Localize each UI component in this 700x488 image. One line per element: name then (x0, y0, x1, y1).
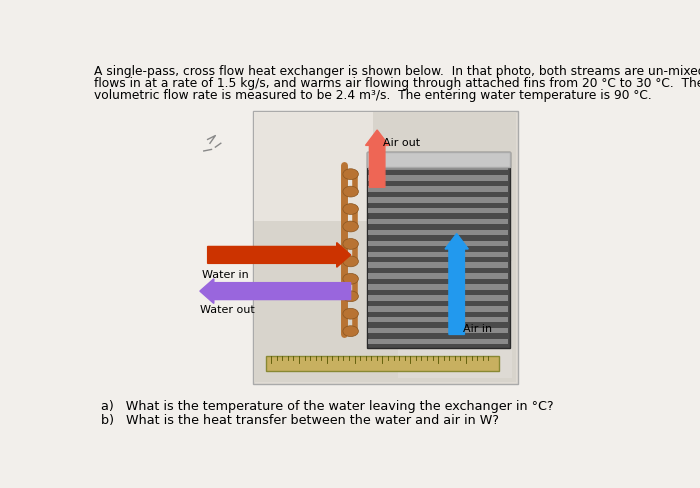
Bar (368, 219, 508, 224)
Bar (368, 328, 508, 333)
Bar (254, 112, 516, 382)
Ellipse shape (343, 203, 358, 214)
Bar (368, 339, 508, 344)
Bar (398, 261, 512, 378)
Bar (368, 317, 508, 323)
Text: a)   What is the temperature of the water leaving the exchanger in °C?: a) What is the temperature of the water … (102, 400, 554, 413)
Ellipse shape (343, 169, 358, 180)
Ellipse shape (343, 273, 358, 284)
Bar (368, 153, 508, 159)
Bar (368, 285, 508, 290)
FancyArrow shape (445, 234, 468, 334)
FancyArrow shape (208, 243, 351, 267)
Bar (368, 208, 508, 213)
Ellipse shape (343, 256, 358, 267)
Bar (368, 241, 508, 246)
Bar (368, 273, 508, 279)
Bar (266, 356, 499, 371)
Bar (368, 306, 508, 311)
Bar (254, 112, 373, 222)
Bar (368, 295, 508, 301)
Text: Water out: Water out (200, 305, 255, 315)
Bar (367, 152, 510, 348)
Text: A single-pass, cross flow heat exchanger is shown below.  In that photo, both st: A single-pass, cross flow heat exchanger… (94, 65, 700, 78)
Bar (368, 164, 508, 170)
Bar (368, 263, 508, 268)
Text: Air out: Air out (384, 138, 421, 148)
Text: flows in at a rate of 1.5 kg/s, and warms air flowing through attached fins from: flows in at a rate of 1.5 kg/s, and warm… (94, 77, 700, 90)
Ellipse shape (343, 326, 358, 337)
Text: Air in: Air in (463, 324, 492, 333)
Bar (367, 152, 510, 167)
Text: Water in: Water in (202, 270, 249, 280)
Ellipse shape (343, 186, 358, 197)
FancyArrow shape (365, 130, 389, 187)
Ellipse shape (343, 221, 358, 232)
Bar (368, 230, 508, 235)
Bar (368, 252, 508, 257)
Bar (368, 186, 508, 192)
Bar (368, 175, 508, 181)
Bar (253, 111, 517, 384)
Text: b)   What is the heat transfer between the water and air in W?: b) What is the heat transfer between the… (102, 414, 500, 427)
Ellipse shape (343, 291, 358, 302)
Ellipse shape (343, 308, 358, 319)
Ellipse shape (343, 239, 358, 249)
Bar (368, 197, 508, 203)
Text: volumetric flow rate is measured to be 2.4 m³/s.  The entering water temperature: volumetric flow rate is measured to be 2… (94, 89, 652, 102)
FancyArrow shape (200, 279, 351, 304)
